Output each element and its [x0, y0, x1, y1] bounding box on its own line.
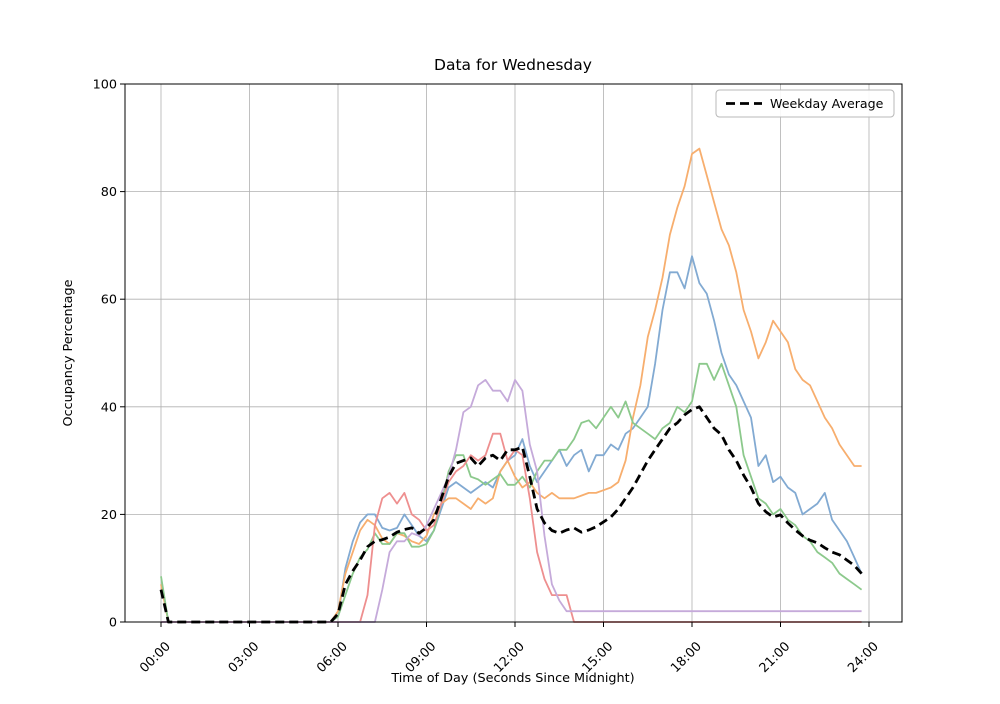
x-tick-label: 06:00 — [314, 639, 351, 676]
y-tick-label: 40 — [101, 400, 117, 415]
y-axis-label: Occupancy Percentage — [61, 279, 76, 426]
legend-label: Weekday Average — [770, 96, 884, 111]
y-tick-label: 80 — [101, 185, 117, 200]
x-tick-label: 18:00 — [668, 639, 705, 676]
y-tick-label: 20 — [101, 508, 117, 523]
y-tick-label: 60 — [101, 293, 117, 308]
x-axis-label: Time of Day (Seconds Since Midnight) — [390, 671, 634, 686]
y-tick-label: 0 — [109, 616, 117, 631]
x-tick-label: 24:00 — [845, 639, 882, 676]
x-tick-label: 21:00 — [757, 639, 794, 676]
data-series — [159, 147, 863, 624]
x-tick-label: 00:00 — [137, 639, 174, 676]
series-green-line — [160, 362, 863, 623]
chart-title: Data for Wednesday — [434, 56, 592, 74]
series-blue-line — [161, 255, 863, 623]
legend: Weekday Average — [715, 89, 895, 118]
grid-lines — [125, 83, 902, 623]
series-orange-line — [160, 147, 862, 623]
series-red-line — [161, 432, 862, 623]
y-tick-label: 100 — [93, 78, 117, 93]
x-tick-label: 03:00 — [226, 639, 263, 676]
plot-border — [124, 83, 903, 623]
legend-box — [715, 89, 895, 118]
axis-ticks: 00:00 03:00 06:00 09:00 12:00 15:00 18:00 21:00… — [93, 78, 882, 676]
